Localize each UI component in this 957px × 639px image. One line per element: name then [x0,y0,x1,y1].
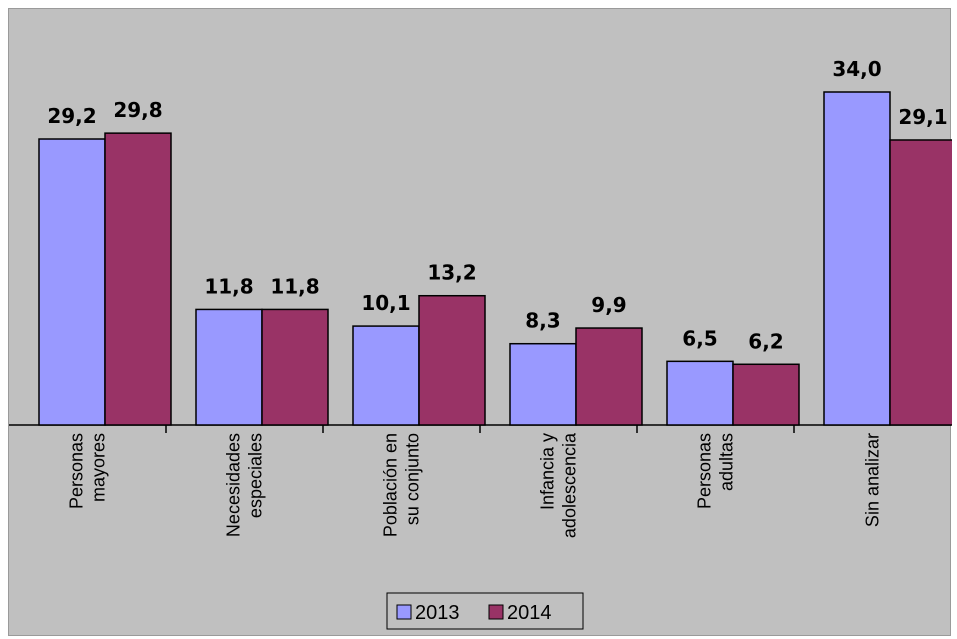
bar-2013-0 [38,138,106,426]
category-label: su conjunto [403,433,423,525]
bar-2014-0 [104,132,172,426]
bar-2013-2 [352,325,420,426]
category-label: Necesidades [224,433,244,537]
bar-2014-1 [261,308,329,426]
data-label: 13,2 [427,261,476,285]
data-label: 29,8 [113,98,162,122]
data-label: 8,3 [525,309,560,333]
data-label: 29,1 [898,105,947,129]
bar-2013-3 [509,342,577,426]
category-label: adultas [717,433,737,491]
bar-2014-2 [418,294,486,426]
bar-2013-4 [666,360,734,426]
legend-swatch-2013 [396,604,412,620]
category-label: Infancia y [538,433,558,510]
data-label: 10,1 [361,291,410,315]
bar-2013-5 [823,91,891,426]
category-label: Personas [695,433,715,509]
legend-box [386,592,584,630]
data-label: 11,8 [270,274,319,298]
category-label: Población en [381,433,401,537]
bar-2014-3 [575,327,643,426]
data-label: 29,2 [47,104,96,128]
data-label: 34,0 [832,57,881,81]
legend-label: 2014 [507,602,552,624]
category-label: Personas [67,433,87,509]
chart-area: 29,2 29,8 Personas mayores 11,8 11,8 Necesidad… [8,8,952,636]
category-label: adolescencia [560,432,580,538]
category-label: especiales [246,433,266,518]
data-label: 6,5 [682,326,717,350]
data-label: 6,2 [748,329,783,353]
bar-2014-4 [732,363,800,426]
legend-label: 2013 [415,602,460,624]
bar-2014-5 [889,139,952,426]
bar-2013-1 [195,308,263,426]
data-label: 9,9 [591,293,626,317]
category-label: Sin analizar [863,433,883,527]
category-label: mayores [89,433,109,502]
data-label: 11,8 [204,274,253,298]
legend-swatch-2014 [488,604,504,620]
